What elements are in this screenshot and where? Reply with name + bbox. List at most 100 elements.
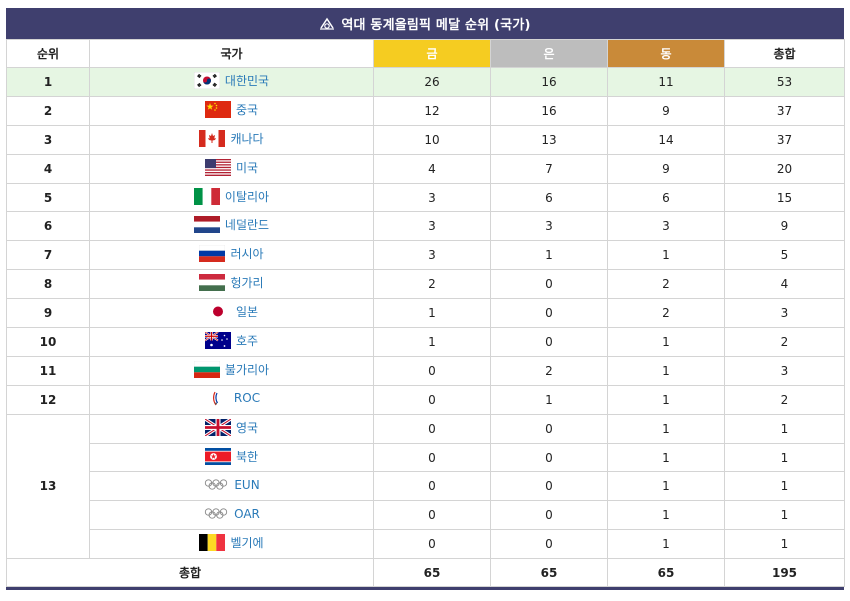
header-country: 국가 bbox=[89, 39, 374, 68]
country-link[interactable]: 북한 bbox=[235, 449, 259, 464]
rank-cell: 13 bbox=[6, 413, 90, 560]
total-cell: 5 bbox=[724, 240, 845, 271]
country-link[interactable]: 네덜란드 bbox=[224, 218, 270, 233]
medal-table-container: 역대 동계올림픽 메달 순위 (국가) 순위 국가 금 은 동 총합 1 대한민국… bbox=[6, 8, 845, 591]
country-link[interactable]: 대한민국 bbox=[224, 73, 270, 88]
hungary-flag-icon bbox=[199, 274, 226, 292]
china-flag-icon bbox=[204, 100, 231, 118]
gold-cell: 4 bbox=[373, 153, 491, 184]
netherlands-flag-icon bbox=[193, 216, 220, 234]
country-link[interactable]: 벨기에 bbox=[230, 536, 264, 551]
country-cell: 미국 bbox=[89, 153, 374, 184]
country-link[interactable]: 캐나다 bbox=[230, 131, 264, 146]
total-cell: 9 bbox=[724, 211, 845, 242]
header-gold: 금 bbox=[373, 39, 491, 68]
rank-cell: 12 bbox=[6, 384, 90, 415]
silver-cell: 0 bbox=[490, 529, 608, 560]
rank-cell: 4 bbox=[6, 153, 90, 184]
bronze-cell: 1 bbox=[607, 240, 725, 271]
bronze-cell: 14 bbox=[607, 124, 725, 155]
table-row: EUN 0 0 1 1 bbox=[7, 471, 845, 502]
uk-flag-icon bbox=[204, 418, 231, 436]
total-cell: 53 bbox=[724, 67, 845, 97]
bronze-cell: 1 bbox=[607, 442, 725, 473]
total-cell: 37 bbox=[724, 124, 845, 155]
silver-cell: 0 bbox=[490, 298, 608, 329]
table-row: OAR 0 0 1 1 bbox=[7, 500, 845, 531]
totals-gold: 65 bbox=[373, 558, 491, 588]
gold-cell: 0 bbox=[373, 471, 491, 502]
total-cell: 3 bbox=[724, 298, 845, 329]
bronze-cell: 1 bbox=[607, 413, 725, 444]
table-row: 5 이탈리아 3 6 6 15 bbox=[6, 182, 845, 213]
country-link[interactable]: 영국 bbox=[235, 420, 259, 435]
australia-flag-icon bbox=[204, 331, 231, 349]
country-wrapper: 불가리아 bbox=[193, 360, 270, 378]
totals-row: 총합 65 65 65 195 bbox=[6, 558, 845, 588]
bronze-cell: 1 bbox=[607, 500, 725, 531]
header-row: 순위 국가 금 은 동 총합 bbox=[6, 39, 845, 68]
country-link[interactable]: 이탈리아 bbox=[224, 189, 270, 204]
country-link[interactable]: OAR bbox=[234, 506, 260, 521]
country-cell: 캐나다 bbox=[89, 124, 374, 155]
rank-cell: 1 bbox=[6, 67, 90, 97]
country-cell: 중국 bbox=[89, 95, 374, 126]
gold-cell: 2 bbox=[373, 269, 491, 300]
gold-cell: 12 bbox=[373, 95, 491, 126]
bronze-cell: 2 bbox=[607, 269, 725, 300]
country-wrapper: 캐나다 bbox=[199, 129, 264, 147]
silver-cell: 0 bbox=[490, 269, 608, 300]
total-cell: 4 bbox=[724, 269, 845, 300]
gold-cell: 26 bbox=[373, 67, 491, 97]
gold-cell: 0 bbox=[373, 442, 491, 473]
country-link[interactable]: 일본 bbox=[235, 305, 259, 320]
silver-cell: 13 bbox=[490, 124, 608, 155]
country-link[interactable]: EUN bbox=[234, 477, 260, 492]
country-link[interactable]: 호주 bbox=[235, 333, 259, 348]
country-cell: 호주 bbox=[89, 327, 374, 357]
gold-cell: 10 bbox=[373, 124, 491, 155]
country-wrapper: 일본 bbox=[204, 303, 259, 321]
gold-cell: 1 bbox=[373, 298, 491, 329]
total-cell: 20 bbox=[724, 153, 845, 184]
gold-cell: 0 bbox=[373, 355, 491, 386]
country-link[interactable]: 헝가리 bbox=[230, 276, 264, 291]
country-link[interactable]: 미국 bbox=[235, 160, 259, 175]
table-row: 4 미국 4 7 9 20 bbox=[6, 153, 845, 184]
country-link[interactable]: 불가리아 bbox=[224, 362, 270, 377]
gold-cell: 3 bbox=[373, 182, 491, 213]
country-wrapper: 미국 bbox=[204, 158, 259, 176]
country-cell: 북한 bbox=[89, 442, 374, 473]
table-row: 9 일본 1 0 2 3 bbox=[6, 298, 845, 329]
country-wrapper: 네덜란드 bbox=[193, 216, 270, 234]
rank-cell: 3 bbox=[6, 124, 90, 155]
silver-cell: 6 bbox=[490, 182, 608, 213]
total-cell: 1 bbox=[724, 529, 845, 560]
bronze-cell: 1 bbox=[607, 471, 725, 502]
country-cell: 벨기에 bbox=[89, 529, 374, 560]
table-row: 12 ROC 0 1 1 2 bbox=[6, 384, 845, 415]
table-row: 북한 0 0 1 1 bbox=[7, 442, 845, 473]
gold-cell: 3 bbox=[373, 211, 491, 242]
total-cell: 2 bbox=[724, 327, 845, 357]
silver-cell: 16 bbox=[490, 67, 608, 97]
country-link[interactable]: ROC bbox=[233, 391, 261, 406]
silver-cell: 0 bbox=[490, 442, 608, 473]
canada-flag-icon bbox=[199, 129, 226, 147]
country-link[interactable]: 중국 bbox=[235, 102, 259, 117]
rank-cell: 5 bbox=[6, 182, 90, 213]
medal-table: 순위 국가 금 은 동 총합 1 대한민국 26 16 11 53 2 중국 12 16 9 37 3 캐… bbox=[6, 39, 845, 588]
country-wrapper: ROC bbox=[202, 389, 261, 407]
header-rank: 순위 bbox=[6, 39, 90, 68]
rank-cell: 10 bbox=[6, 327, 90, 357]
bronze-cell: 3 bbox=[607, 211, 725, 242]
italy-flag-icon bbox=[193, 187, 220, 205]
totals-label: 총합 bbox=[6, 558, 374, 588]
table-row: 3 캐나다 10 13 14 37 bbox=[6, 124, 845, 155]
country-link[interactable]: 러시아 bbox=[230, 247, 264, 262]
rank-cell: 2 bbox=[6, 95, 90, 126]
table-row: 2 중국 12 16 9 37 bbox=[6, 95, 845, 126]
country-wrapper: 대한민국 bbox=[193, 71, 270, 89]
silver-cell: 7 bbox=[490, 153, 608, 184]
rank-cell: 7 bbox=[6, 240, 90, 271]
